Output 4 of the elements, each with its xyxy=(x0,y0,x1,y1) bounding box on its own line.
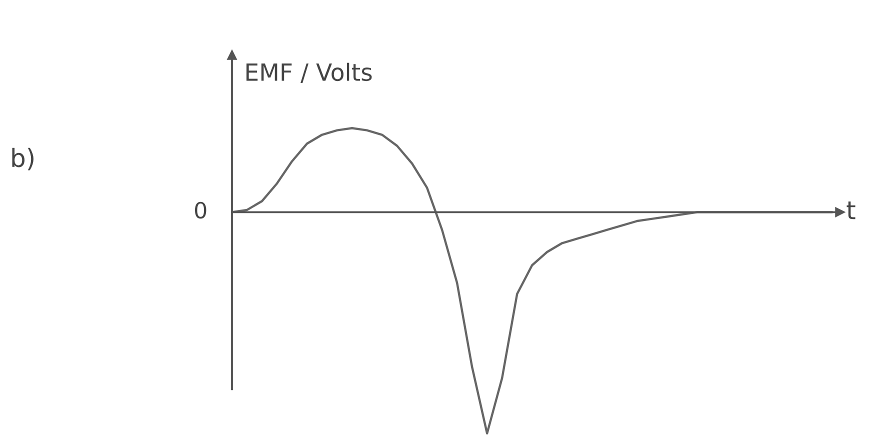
text: b) xyxy=(12,148,34,170)
y-axis-title: EMF / Volts xyxy=(246,62,372,83)
text: 0 xyxy=(195,202,206,219)
x-axis-title: t xyxy=(846,202,856,220)
